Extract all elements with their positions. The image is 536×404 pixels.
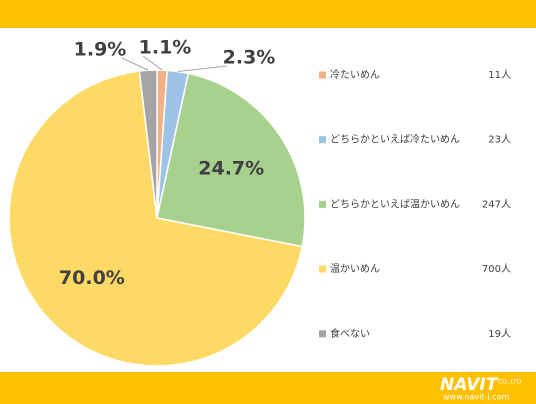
legend-count: 23人 bbox=[488, 134, 511, 146]
footer-company: CO.,LTD bbox=[498, 379, 522, 386]
leader-line bbox=[121, 57, 149, 71]
footer-url: www.navit-j.com bbox=[443, 393, 509, 402]
pie: 1.1% 2.3% 24.7% 70.0% 1.9% bbox=[8, 37, 306, 367]
legend-swatch bbox=[319, 200, 326, 208]
legend-label: どちらかといえば温かいめん bbox=[330, 198, 460, 210]
footer-brand: NAVIT bbox=[440, 375, 499, 395]
legend-count: 11人 bbox=[488, 69, 511, 81]
legend-swatch bbox=[319, 136, 326, 144]
top-bar bbox=[0, 0, 536, 28]
legend-count: 19人 bbox=[488, 328, 511, 340]
slice-label: 2.3% bbox=[223, 47, 276, 69]
legend-label: 食べない bbox=[330, 327, 370, 340]
pie-slice bbox=[156, 72, 306, 248]
bottom-bar bbox=[0, 372, 536, 404]
pie-slice bbox=[8, 70, 304, 367]
slice-label: 70.0% bbox=[59, 267, 125, 289]
pie-slice bbox=[138, 69, 158, 219]
legend-swatch bbox=[319, 71, 326, 79]
slice-label: 24.7% bbox=[198, 158, 264, 180]
legend-label: どちらかといえば冷たいめん bbox=[330, 133, 460, 146]
leader-line bbox=[142, 55, 163, 71]
legend-count: 247人 bbox=[482, 198, 511, 210]
legend-swatch bbox=[319, 265, 326, 273]
slice-label: 1.1% bbox=[139, 37, 192, 59]
legend-label: 温かいめん bbox=[330, 263, 380, 275]
slice-label: 1.9% bbox=[74, 39, 127, 61]
legend-label: 冷たいめん bbox=[330, 68, 380, 81]
leader-line bbox=[177, 65, 228, 72]
legend-swatch bbox=[319, 330, 326, 338]
legend-count: 700人 bbox=[482, 263, 511, 275]
